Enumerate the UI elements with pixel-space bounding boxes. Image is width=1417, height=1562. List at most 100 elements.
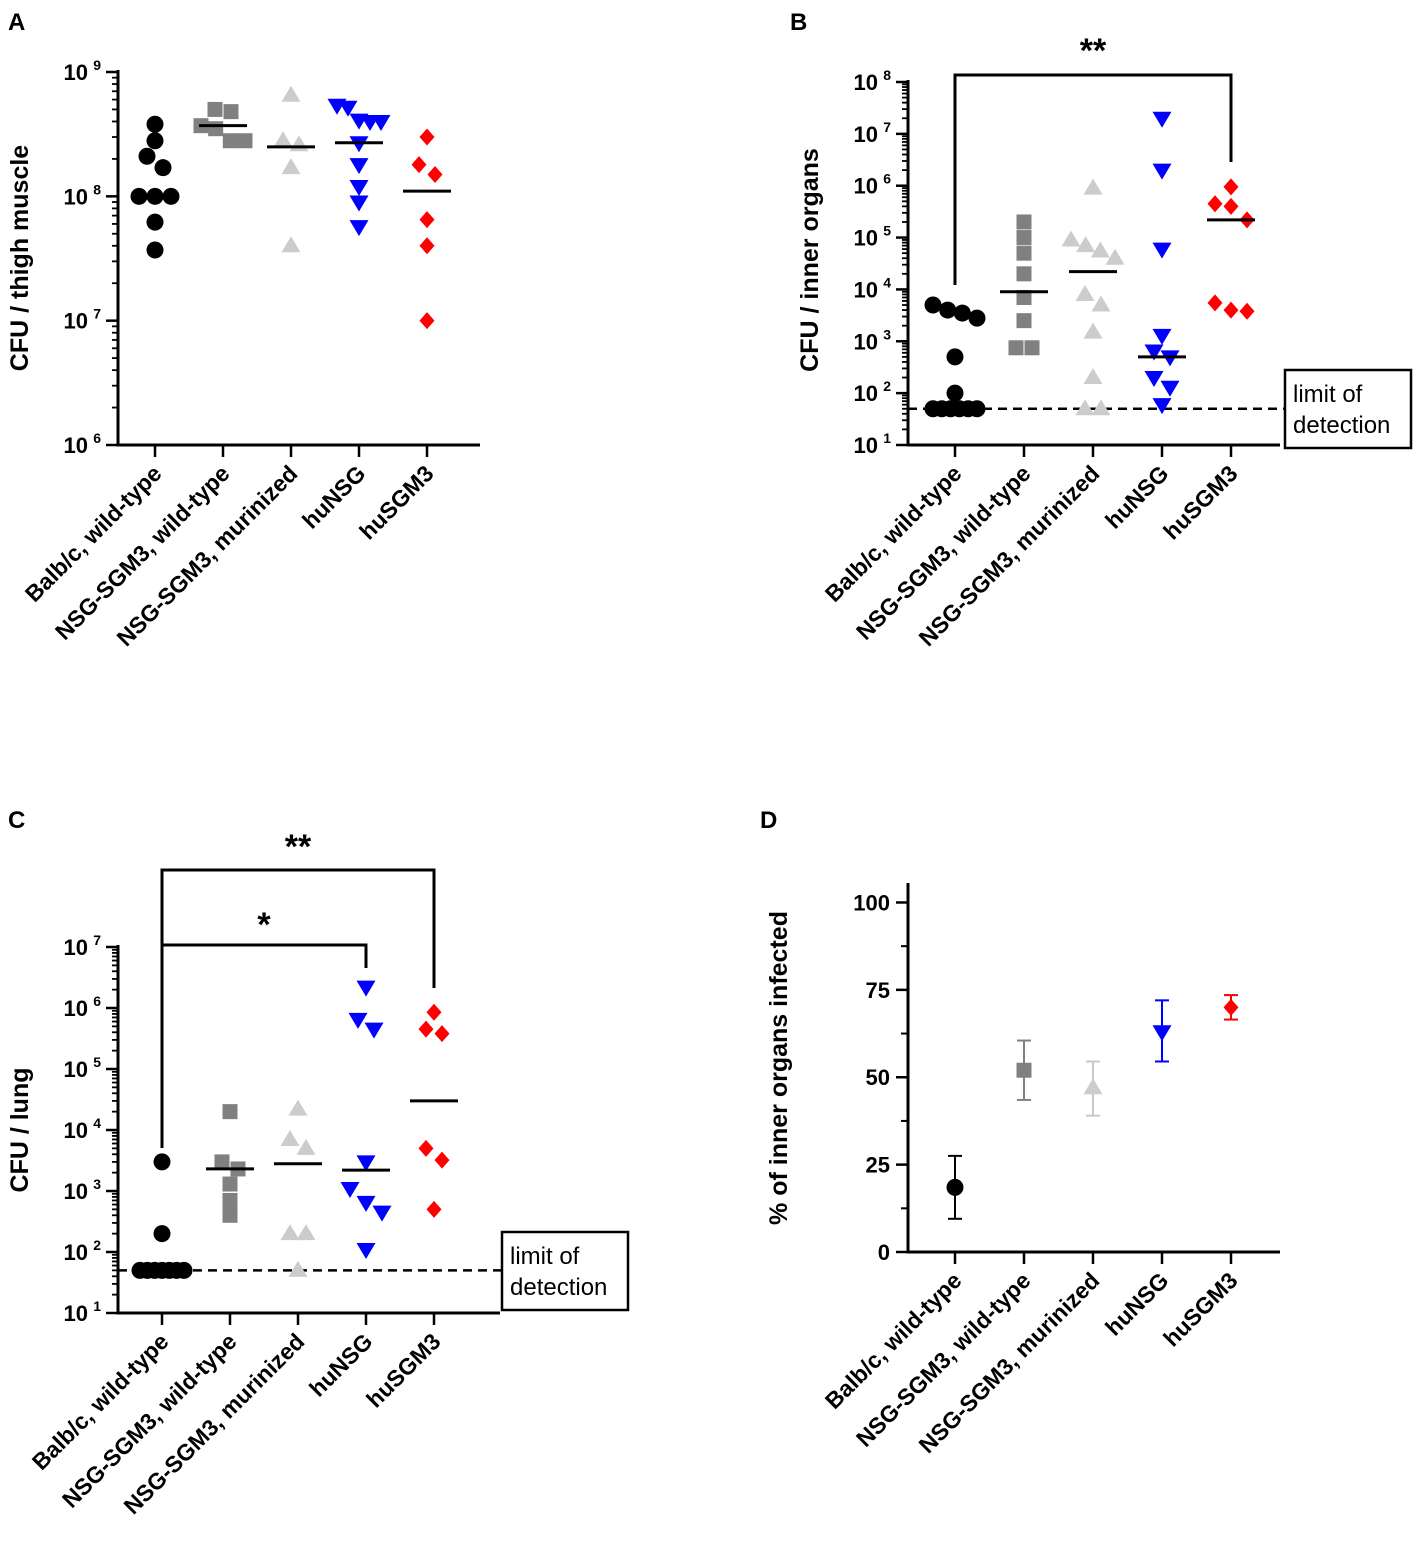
lod-label-line2: detection: [510, 1274, 607, 1301]
significance-bracket: [953, 73, 1233, 285]
data-point: [146, 213, 164, 231]
y-tick-label: 10: [854, 381, 878, 406]
data-point: [349, 158, 369, 175]
mean-point: [1223, 998, 1239, 1016]
data-point: [968, 309, 986, 327]
data-point: [1207, 294, 1223, 312]
y-tick-label: 10: [64, 1240, 88, 1265]
data-point: [427, 165, 443, 183]
y-tick-base: 10: [64, 309, 88, 334]
data-point: [1160, 380, 1180, 397]
x-category-label: huSGM3: [361, 1328, 445, 1412]
data-point: [1223, 301, 1239, 319]
data-point: [288, 1099, 308, 1116]
axes: 10 6 10 7 10 8 10 9: [64, 57, 480, 458]
series-3: [1138, 111, 1186, 415]
y-tick-exponent: 1: [883, 430, 891, 446]
data-point: [1105, 248, 1125, 265]
y-tick-label: 25: [866, 1153, 890, 1178]
series-1: [193, 101, 253, 149]
y-tick-label: 10: [64, 1301, 88, 1326]
y-tick-base: 10: [854, 433, 878, 458]
significance-bracket: [160, 868, 436, 1148]
y-tick-base: 10: [64, 60, 88, 85]
data-point: [1016, 230, 1032, 246]
data-point: [1152, 163, 1172, 180]
panel-label: C: [8, 807, 25, 834]
series-0: [131, 1153, 193, 1279]
y-tick-exponent: 4: [93, 1115, 101, 1131]
data-point: [340, 1181, 360, 1198]
data-point: [223, 104, 239, 120]
series-4: [1207, 178, 1255, 320]
y-tick-base: 10: [64, 184, 88, 209]
y-tick-label: 10: [854, 70, 878, 95]
y-tick-base: 10: [854, 381, 878, 406]
series-3: [1152, 999, 1172, 1063]
data-point: [208, 121, 224, 137]
data-point: [349, 220, 369, 237]
data-point: [222, 1207, 238, 1223]
y-tick-label: 10: [854, 122, 878, 147]
data-point: [946, 384, 964, 402]
data-point: [946, 348, 964, 366]
data-point: [349, 179, 369, 196]
series-0: [946, 1154, 964, 1220]
y-tick-label: 50: [866, 1065, 890, 1090]
data-point: [1144, 371, 1164, 388]
data-point: [419, 237, 435, 255]
y-axis-label: % of inner organs infected: [765, 911, 793, 1225]
data-point: [153, 1225, 171, 1243]
series-4: [1223, 994, 1239, 1021]
data-point: [434, 1025, 450, 1043]
data-point: [281, 85, 301, 102]
data-point: [411, 156, 427, 174]
data-point: [146, 241, 164, 259]
y-tick-label: 75: [866, 978, 890, 1003]
series-4: [410, 1003, 458, 1218]
data-point: [1152, 328, 1172, 345]
mean-point: [1083, 1078, 1103, 1095]
mean-point: [1152, 1025, 1172, 1042]
lod-label-line1: limit of: [510, 1243, 580, 1270]
data-point: [1239, 302, 1255, 320]
data-point: [288, 1260, 308, 1277]
y-tick-label: 10: [64, 1179, 88, 1204]
y-tick-base: 10: [64, 1179, 88, 1204]
series-3: [327, 98, 391, 237]
y-tick-exponent: 2: [883, 378, 891, 394]
data-point: [138, 147, 156, 165]
y-tick-label: 10: [64, 935, 88, 960]
data-point: [356, 1242, 376, 1259]
y-tick-base: 10: [64, 935, 88, 960]
y-tick-exponent: 5: [883, 223, 891, 239]
y-tick-exponent: 5: [93, 1054, 101, 1070]
data-point: [280, 1129, 300, 1146]
y-tick-base: 10: [64, 433, 88, 458]
data-point: [1083, 322, 1103, 339]
y-tick-base: 10: [854, 226, 878, 251]
y-tick-label: 10: [854, 329, 878, 354]
y-tick-exponent: 2: [93, 1237, 101, 1253]
data-point: [273, 131, 293, 148]
data-point: [222, 1176, 238, 1192]
data-point: [1223, 178, 1239, 196]
data-point: [1083, 368, 1103, 385]
y-tick-exponent: 3: [93, 1176, 101, 1192]
data-point: [222, 1104, 238, 1120]
x-category-label: huSGM3: [1158, 1267, 1242, 1351]
series-1: [206, 1104, 254, 1223]
y-tick-label: 10: [854, 433, 878, 458]
lod-label-line2: detection: [1293, 412, 1390, 439]
lod-box: [500, 1230, 630, 1312]
data-point: [372, 1205, 392, 1222]
y-tick-label: 10: [64, 433, 88, 458]
y-tick-label: 10: [64, 1118, 88, 1143]
y-tick-exponent: 6: [93, 430, 101, 446]
data-point: [1090, 241, 1110, 258]
y-axis-label: CFU / inner organs: [796, 148, 824, 372]
data-point: [338, 100, 358, 117]
